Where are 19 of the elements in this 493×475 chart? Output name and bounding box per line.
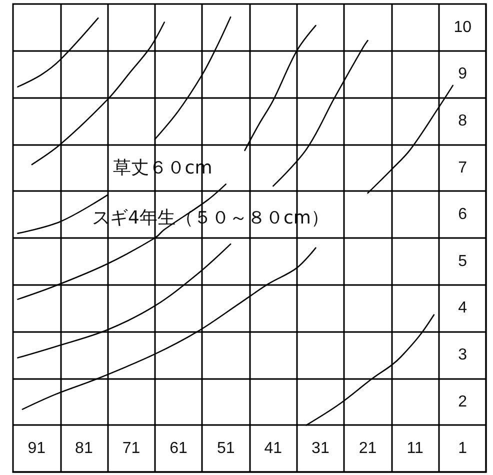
x-tick-label: 71 [122, 440, 140, 457]
x-tick-label: 41 [264, 440, 282, 457]
y-tick-label: 6 [458, 206, 468, 224]
x-tick-label: 31 [312, 440, 330, 457]
x-tick-label: 81 [75, 440, 93, 457]
y-tick-label: 8 [458, 112, 468, 130]
y-tick-label: 4 [458, 300, 468, 317]
y-tick-label: 5 [458, 252, 468, 270]
y-tick-label: 10 [454, 18, 472, 36]
x-tick-label: 51 [216, 440, 235, 457]
y-tick-label: 9 [458, 66, 468, 83]
x-tick-label: 61 [170, 440, 188, 457]
y-tick-label: 1 [458, 440, 468, 458]
x-tick-label: 91 [28, 440, 46, 457]
x-tick-label: 21 [358, 440, 377, 457]
x-tick-label: 11 [406, 440, 424, 457]
y-tick-label: 2 [458, 393, 468, 410]
y-tick-label: 3 [458, 346, 468, 364]
y-tick-label: 7 [458, 159, 468, 176]
